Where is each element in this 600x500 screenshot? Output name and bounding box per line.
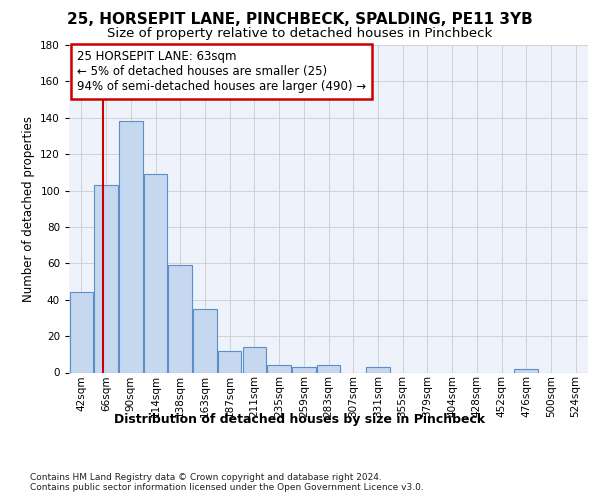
Y-axis label: Number of detached properties: Number of detached properties: [22, 116, 35, 302]
Text: Distribution of detached houses by size in Pinchbeck: Distribution of detached houses by size …: [115, 412, 485, 426]
Bar: [169, 265, 192, 372]
Bar: [218, 350, 241, 372]
Bar: [242, 347, 266, 372]
Text: 25, HORSEPIT LANE, PINCHBECK, SPALDING, PE11 3YB: 25, HORSEPIT LANE, PINCHBECK, SPALDING, …: [67, 12, 533, 28]
Bar: [119, 122, 143, 372]
Text: Contains HM Land Registry data © Crown copyright and database right 2024.
Contai: Contains HM Land Registry data © Crown c…: [30, 472, 424, 492]
Bar: [292, 367, 316, 372]
Text: Size of property relative to detached houses in Pinchbeck: Size of property relative to detached ho…: [107, 28, 493, 40]
Bar: [70, 292, 93, 372]
Bar: [144, 174, 167, 372]
Bar: [317, 365, 340, 372]
Bar: [193, 309, 217, 372]
Text: 25 HORSEPIT LANE: 63sqm
← 5% of detached houses are smaller (25)
94% of semi-det: 25 HORSEPIT LANE: 63sqm ← 5% of detached…: [77, 50, 366, 93]
Bar: [514, 369, 538, 372]
Bar: [366, 367, 389, 372]
Bar: [268, 365, 291, 372]
Bar: [94, 185, 118, 372]
